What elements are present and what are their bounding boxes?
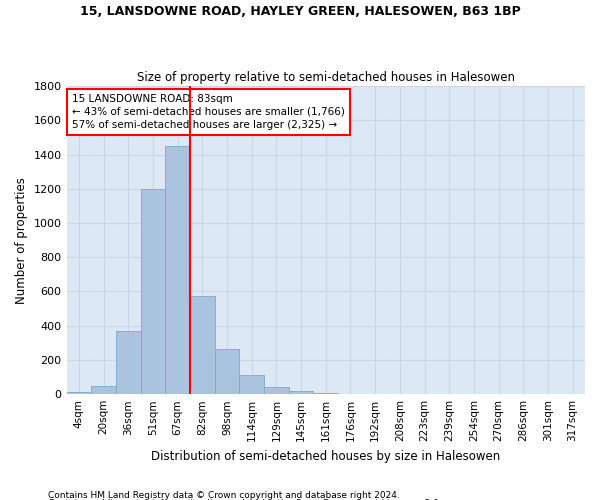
- Title: Size of property relative to semi-detached houses in Halesowen: Size of property relative to semi-detach…: [137, 70, 515, 84]
- Bar: [215, 349, 239, 394]
- X-axis label: Distribution of semi-detached houses by size in Halesowen: Distribution of semi-detached houses by …: [151, 450, 500, 462]
- Bar: [91, 386, 116, 394]
- Text: Contains HM Land Registry data © Crown copyright and database right 2024.: Contains HM Land Registry data © Crown c…: [48, 490, 400, 500]
- Text: 15 LANSDOWNE ROAD: 83sqm
← 43% of semi-detached houses are smaller (1,766)
57% o: 15 LANSDOWNE ROAD: 83sqm ← 43% of semi-d…: [72, 94, 344, 130]
- Bar: [165, 146, 190, 394]
- Bar: [140, 189, 165, 394]
- Y-axis label: Number of properties: Number of properties: [15, 176, 28, 304]
- Bar: [116, 331, 140, 394]
- Bar: [264, 388, 289, 394]
- Text: Contains public sector information licensed under the Open Government Licence v3: Contains public sector information licen…: [48, 499, 442, 500]
- Bar: [289, 391, 313, 394]
- Bar: [67, 392, 91, 394]
- Bar: [190, 296, 215, 394]
- Text: 15, LANSDOWNE ROAD, HAYLEY GREEN, HALESOWEN, B63 1BP: 15, LANSDOWNE ROAD, HAYLEY GREEN, HALESO…: [80, 5, 520, 18]
- Bar: [239, 376, 264, 394]
